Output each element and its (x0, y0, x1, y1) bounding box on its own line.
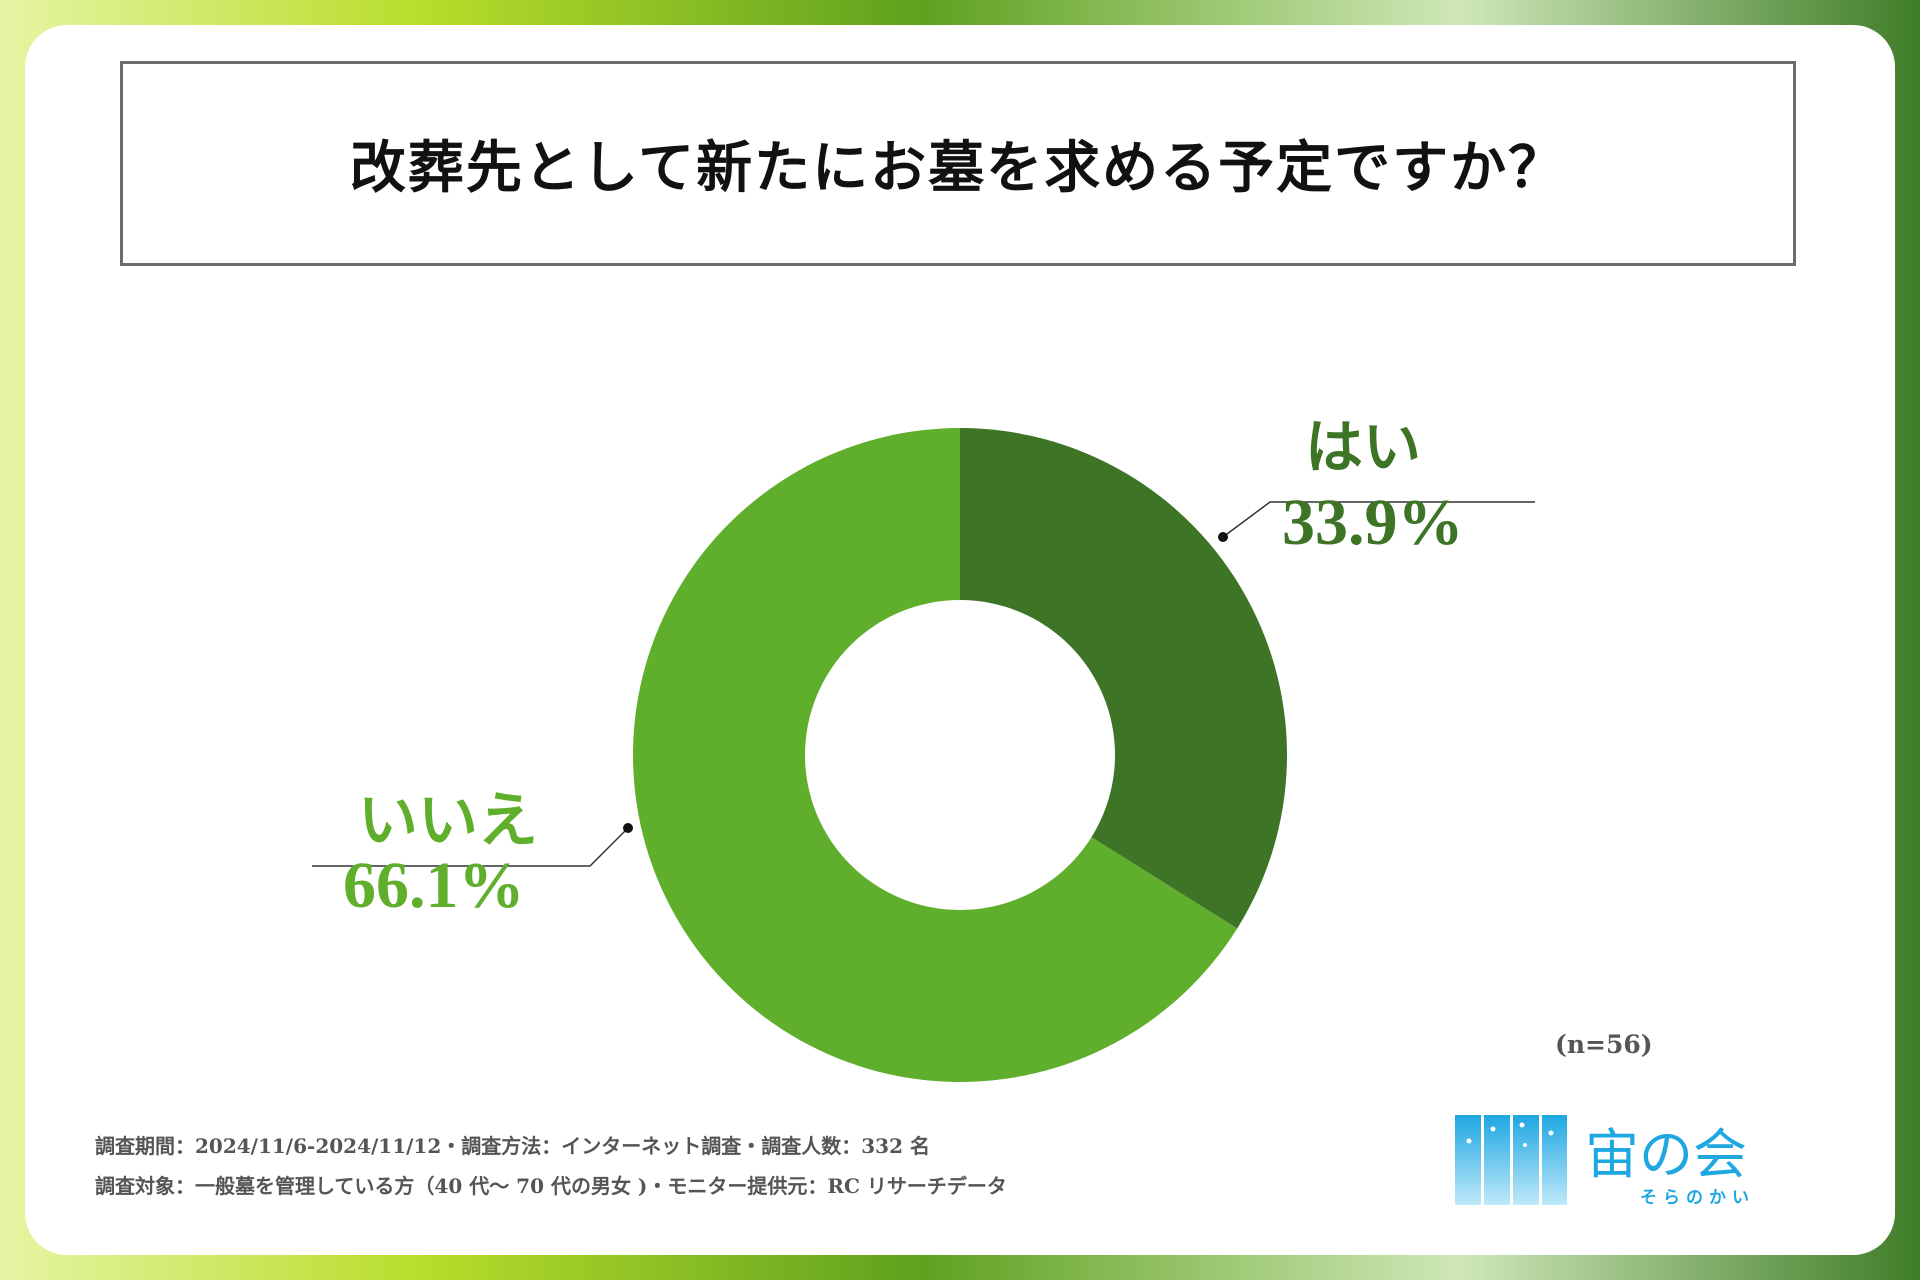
sample-size-note: (n=56) (1555, 1030, 1653, 1059)
footnote-survey-target: 調査対象：一般墓を管理している方（40 代～ 70 代の男女 )・モニター提供元… (95, 1174, 1007, 1198)
title-box: 改葬先として新たにお墓を求める予定ですか？ (120, 61, 1796, 266)
label-hai-percent: 33.9% (1282, 486, 1464, 559)
logo-reading: そらのかい (1640, 1188, 1755, 1208)
logo-building-icon (1455, 1115, 1567, 1205)
leader-dot-iie (623, 823, 633, 833)
donut-hole (805, 600, 1115, 910)
footnote-survey-period: 調査期間：2024/11/6-2024/11/12・調査方法：インターネット調査… (95, 1134, 930, 1158)
logo-name: 宙の会 (1585, 1123, 1747, 1186)
chart-title: 改葬先として新たにお墓を求める予定ですか？ (349, 135, 1567, 201)
label-iie-percent: 66.1% (343, 849, 525, 922)
label-iie-name: いいえ (358, 786, 538, 856)
leader-line-iie (312, 827, 629, 867)
label-hai-name: はい (1305, 413, 1422, 481)
leader-line-hai (1222, 501, 1535, 538)
leader-dot-hai (1218, 532, 1228, 542)
